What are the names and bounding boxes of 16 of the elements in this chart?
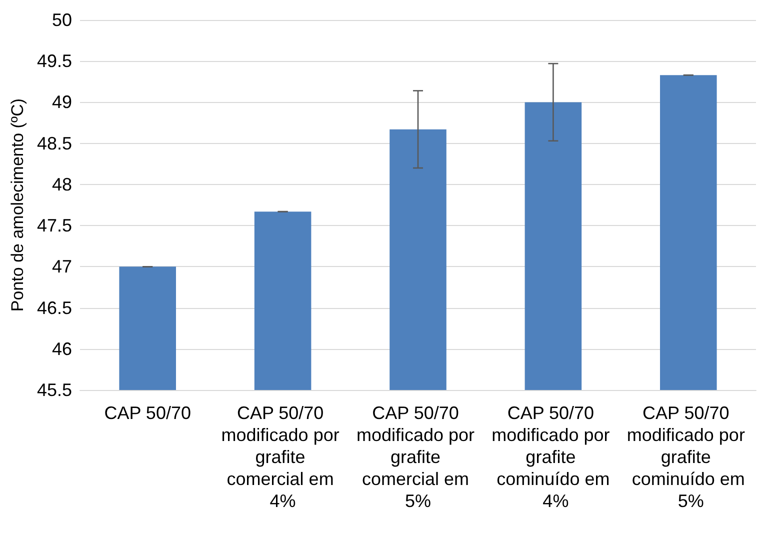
y-tick-label: 49	[52, 92, 72, 112]
x-tick-label: CAP 50/70 modificado por grafite comercial em 5%	[356, 403, 480, 511]
y-tick-label: 46.5	[36, 298, 72, 318]
x-tick-label: CAP 50/70	[104, 403, 191, 423]
x-tick-label: CAP 50/70 modificado por grafite comercial em 4%	[221, 403, 344, 511]
y-tick-label: 48.5	[36, 133, 72, 154]
y-tick-label: 50	[52, 10, 72, 30]
y-axis-title: Ponto de amolecimento (ºC)	[8, 98, 28, 312]
y-tick-label: 47.5	[36, 216, 72, 236]
y-tick-label: 47	[52, 256, 72, 277]
x-tick-label: CAP 50/70 modificado por grafite cominuído em 5%	[626, 403, 750, 511]
y-tick-label: 45.5	[36, 380, 72, 400]
x-tick-label: CAP 50/70 modificado por grafite cominuído em 4%	[492, 403, 615, 511]
y-tick-label: 46	[52, 338, 72, 359]
y-tick-label: 48	[52, 174, 72, 194]
y-tick-label: 49.5	[36, 51, 72, 72]
